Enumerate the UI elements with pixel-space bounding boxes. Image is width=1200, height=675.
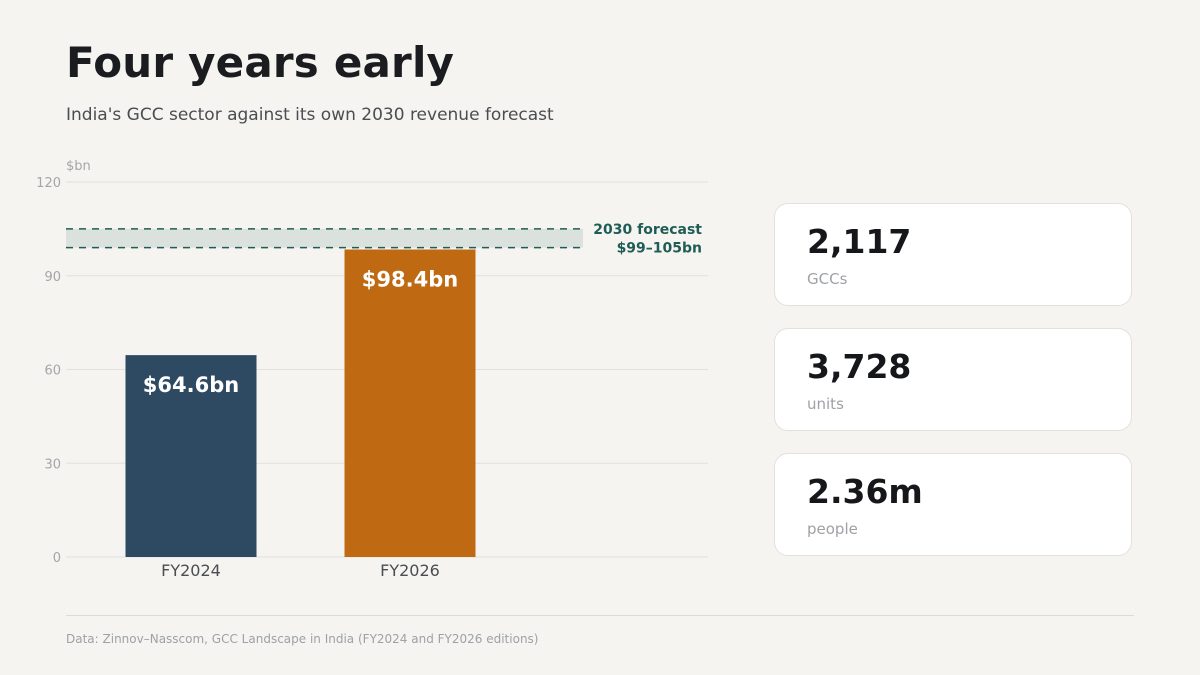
stat-value-gccs: 2,117 <box>807 222 912 261</box>
x-tick-label: FY2026 <box>380 561 440 580</box>
stat-label-units: units <box>807 395 844 413</box>
stat-label-people: people <box>807 520 858 538</box>
stat-value-people: 2.36m <box>807 472 923 511</box>
y-tick-label: 60 <box>44 364 61 379</box>
y-tick-label: 90 <box>44 270 61 285</box>
forecast-range-label: $99–105bn <box>617 241 702 257</box>
chart-subtitle: India's GCC sector against its own 2030 … <box>66 105 554 125</box>
footer-divider <box>66 615 1134 616</box>
stat-card-people: 2.36m people <box>774 453 1132 556</box>
forecast-label: 2030 forecast <box>593 222 702 238</box>
bar-chart: $bn 0 30 60 90 120 2030 forecast $99–105bn $64.6… <box>36 159 708 580</box>
bar-value-label: $98.4bn <box>362 268 458 292</box>
y-tick-label: 30 <box>44 457 61 472</box>
stat-card-gccs: 2,117 GCCs <box>774 203 1132 306</box>
y-tick-label: 0 <box>53 551 61 566</box>
bar-fy2026 <box>344 249 476 557</box>
forecast-band <box>66 228 583 248</box>
y-tick-label: 120 <box>36 176 61 191</box>
source-note: Data: Zinnov–Nasscom, GCC Landscape in I… <box>66 632 539 646</box>
stat-value-units: 3,728 <box>807 347 912 386</box>
y-unit-label: $bn <box>66 159 91 174</box>
bar-fy2024 <box>125 355 257 557</box>
chart-title: Four years early <box>66 38 455 87</box>
stat-label-gccs: GCCs <box>807 270 848 288</box>
bar-value-label: $64.6bn <box>143 373 239 397</box>
stat-card-units: 3,728 units <box>774 328 1132 431</box>
x-tick-label: FY2024 <box>161 561 221 580</box>
